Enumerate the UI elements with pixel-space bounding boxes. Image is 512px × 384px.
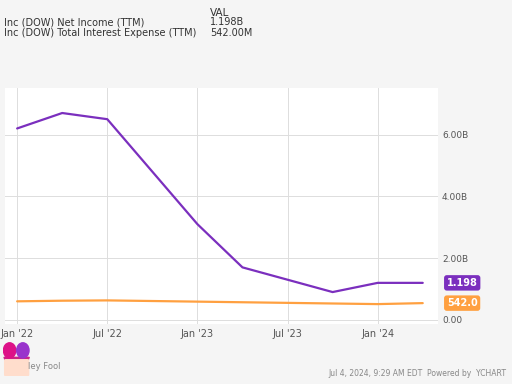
Text: 1.198B: 1.198B	[210, 17, 244, 27]
Text: VAL: VAL	[210, 8, 229, 18]
Text: 542.00M: 542.00M	[210, 28, 252, 38]
Text: 1.198: 1.198	[447, 278, 478, 288]
Text: Inc (DOW) Total Interest Expense (TTM): Inc (DOW) Total Interest Expense (TTM)	[4, 28, 197, 38]
Circle shape	[16, 343, 29, 358]
Polygon shape	[4, 357, 29, 369]
Circle shape	[4, 343, 16, 358]
FancyBboxPatch shape	[4, 359, 29, 376]
Text: ley Fool: ley Fool	[28, 362, 60, 371]
Text: Jul 4, 2024, 9:29 AM EDT  Powered by  YCHART: Jul 4, 2024, 9:29 AM EDT Powered by YCHA…	[329, 369, 507, 378]
Text: Inc (DOW) Net Income (TTM): Inc (DOW) Net Income (TTM)	[4, 17, 144, 27]
Text: 542.0: 542.0	[447, 298, 478, 308]
